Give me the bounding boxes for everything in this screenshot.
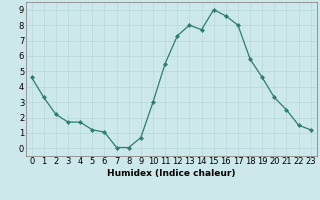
X-axis label: Humidex (Indice chaleur): Humidex (Indice chaleur) <box>107 169 236 178</box>
